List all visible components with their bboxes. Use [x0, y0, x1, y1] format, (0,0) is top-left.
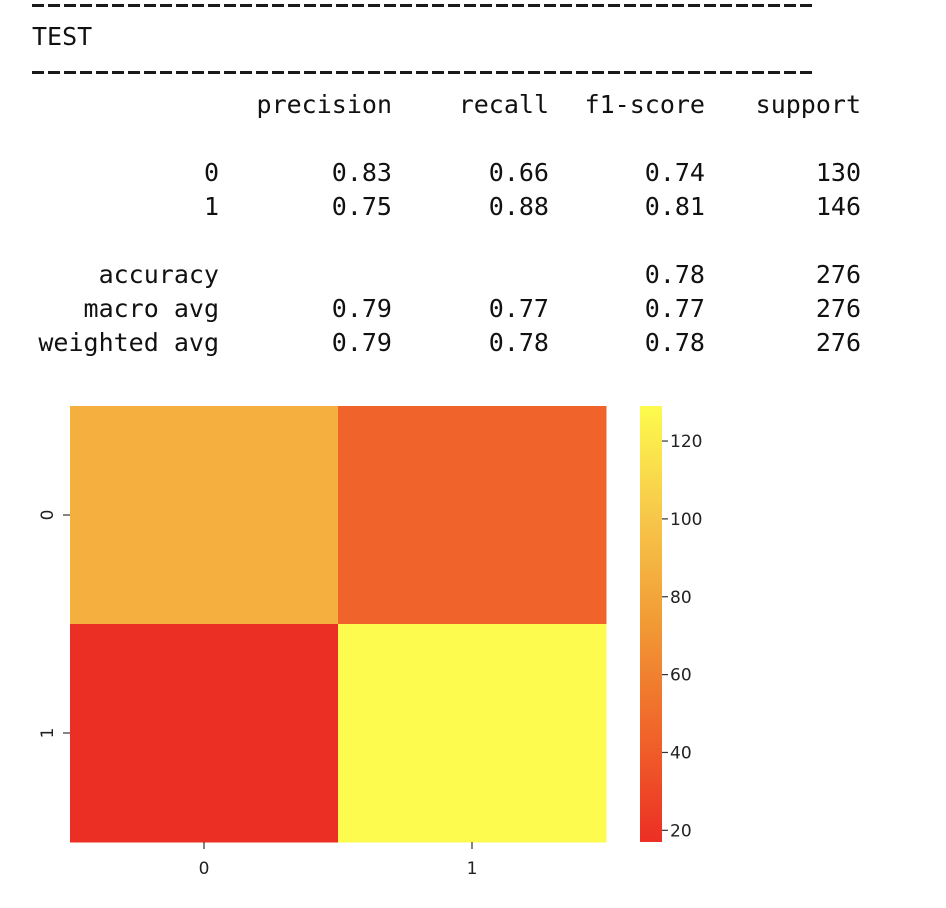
x-tick-label: 0 — [199, 859, 210, 879]
y-tick-label: 0 — [38, 510, 58, 521]
cell-recall: 0.66 — [488, 158, 549, 187]
cell-precision: 0.79 — [331, 328, 392, 357]
row-label: weighted avg — [38, 328, 219, 357]
cell-f1-score: 0.78 — [644, 328, 705, 357]
cell-f1-score: 0.77 — [644, 294, 705, 323]
header-recall: recall — [458, 90, 549, 119]
row-label: 0 — [203, 158, 219, 187]
header-f1-score: f1-score — [584, 90, 705, 119]
colorbar-tick-label: 60 — [670, 666, 692, 686]
x-tick-label: 1 — [467, 859, 478, 879]
colorbar-tick-label: 80 — [670, 588, 692, 608]
cell-support: 276 — [815, 294, 861, 323]
cell-support: 146 — [815, 192, 861, 221]
heatmap-cell-1-0 — [70, 624, 339, 843]
row-label: 1 — [203, 192, 219, 221]
header-precision: precision — [256, 90, 392, 119]
cell-precision: 0.79 — [331, 294, 392, 323]
colorbar-tick-label: 40 — [670, 743, 692, 763]
y-tick-label: 1 — [38, 728, 58, 739]
cell-f1-score: 0.74 — [644, 158, 705, 187]
colorbar — [640, 406, 662, 842]
colorbar-tick-label: 100 — [670, 510, 702, 530]
cell-support: 130 — [815, 158, 861, 187]
cell-support: 276 — [815, 260, 861, 289]
report-title: TEST — [32, 22, 93, 51]
heatmap-cell-0-0 — [70, 406, 339, 625]
cell-recall: 0.88 — [488, 192, 549, 221]
colorbar-tick-label: 120 — [670, 432, 702, 452]
title-divider — [32, 71, 814, 74]
row-label: macro avg — [83, 294, 219, 323]
cell-f1-score: 0.81 — [644, 192, 705, 221]
colorbar-tick-label: 20 — [670, 821, 692, 841]
cell-recall: 0.78 — [488, 328, 549, 357]
cell-f1-score: 0.78 — [644, 260, 705, 289]
top-divider — [32, 4, 814, 7]
header-support: support — [755, 90, 861, 119]
cell-precision: 0.75 — [331, 192, 392, 221]
heatmap-cell-1-1 — [338, 624, 607, 843]
row-label: accuracy — [98, 260, 219, 289]
cell-support: 276 — [815, 328, 861, 357]
cell-precision: 0.83 — [331, 158, 392, 187]
cell-recall: 0.77 — [488, 294, 549, 323]
heatmap-cell-0-1 — [338, 406, 607, 625]
